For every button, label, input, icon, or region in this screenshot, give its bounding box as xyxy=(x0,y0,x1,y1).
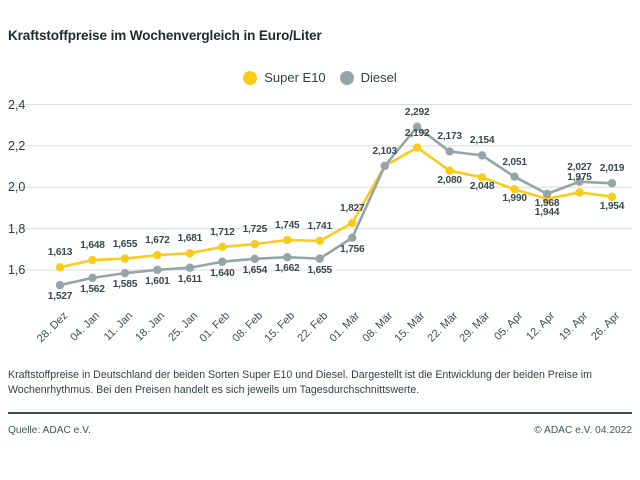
data-point-label: 1,655 xyxy=(307,264,333,276)
chart-footnote: Kraftstoffpreise in Deutschland der beid… xyxy=(8,369,592,397)
data-point[interactable] xyxy=(607,179,617,188)
data-point-label: 1,648 xyxy=(80,240,105,252)
data-point[interactable] xyxy=(412,143,422,152)
data-point-label: 1,944 xyxy=(534,206,560,218)
data-point[interactable] xyxy=(315,254,324,263)
footer-divider xyxy=(8,412,632,414)
data-point-label: 2,154 xyxy=(469,135,495,147)
data-point-label: 1,725 xyxy=(242,224,268,236)
data-point[interactable] xyxy=(510,185,519,194)
data-point[interactable] xyxy=(120,268,130,278)
data-point-label: 1,601 xyxy=(145,275,170,287)
data-point[interactable] xyxy=(607,192,617,201)
data-point-label: 1,712 xyxy=(210,226,235,238)
data-point-label: 1,640 xyxy=(210,267,235,279)
data-point-label: 1,975 xyxy=(567,172,592,184)
data-point[interactable] xyxy=(283,235,292,245)
data-point[interactable] xyxy=(120,254,130,263)
data-point-label: 1,655 xyxy=(112,238,138,250)
data-point[interactable] xyxy=(477,151,487,160)
y-axis-tick-label: 1,8 xyxy=(8,221,26,236)
data-point-label: 1,672 xyxy=(145,235,170,247)
data-point[interactable] xyxy=(153,265,162,274)
series-line xyxy=(58,125,614,287)
data-point-label: 1,562 xyxy=(80,283,105,295)
data-point-label: 2,173 xyxy=(437,131,462,143)
data-point[interactable] xyxy=(55,263,65,272)
data-point-label: 1,585 xyxy=(112,279,138,291)
legend-item-label: Super E10 xyxy=(264,70,326,85)
data-point-label: 2,051 xyxy=(502,156,527,168)
legend-swatch-icon xyxy=(243,70,258,85)
data-point[interactable] xyxy=(185,249,195,258)
data-point-label: 2,019 xyxy=(599,163,625,175)
data-point[interactable] xyxy=(575,188,584,197)
series-line xyxy=(58,146,614,269)
data-point[interactable] xyxy=(250,239,260,249)
legend-item-diesel[interactable]: Diesel xyxy=(339,70,397,85)
data-point-label: 1,527 xyxy=(47,291,73,303)
page-title: Kraftstoffpreise im Wochenvergleich in E… xyxy=(8,28,322,43)
data-point[interactable] xyxy=(445,166,454,175)
data-point-label: 1,827 xyxy=(339,203,365,215)
data-point[interactable] xyxy=(348,233,357,242)
data-point[interactable] xyxy=(55,280,65,290)
chart-legend: Super E10 Diesel xyxy=(0,70,640,85)
data-point-label: 1,613 xyxy=(47,247,73,259)
legend-item-label: Diesel xyxy=(360,70,397,85)
data-point-label: 2,027 xyxy=(567,161,592,173)
y-axis-tick-label: 2,2 xyxy=(8,138,26,153)
data-point[interactable] xyxy=(218,257,227,266)
legend-item-super-e10[interactable]: Super E10 xyxy=(243,70,326,85)
data-point-label: 1,611 xyxy=(177,273,202,285)
data-point[interactable] xyxy=(510,172,519,181)
data-point[interactable] xyxy=(445,147,454,156)
data-point[interactable] xyxy=(185,263,195,272)
data-point-label: 1,990 xyxy=(502,193,527,205)
data-point[interactable] xyxy=(575,177,584,186)
data-point-label: 2,192 xyxy=(404,127,430,139)
series-super-e10 xyxy=(55,143,617,272)
legend-swatch-icon xyxy=(339,70,354,85)
source-label: Quelle: ADAC e.V. xyxy=(8,425,91,436)
data-point[interactable] xyxy=(250,254,260,264)
data-point[interactable] xyxy=(88,255,97,265)
data-point[interactable] xyxy=(542,189,552,199)
data-point-label: 1,968 xyxy=(534,197,560,209)
data-point-label: 1,681 xyxy=(177,233,203,245)
data-point-label: 1,654 xyxy=(242,264,268,276)
data-point[interactable] xyxy=(477,173,487,182)
data-point-label: 2,292 xyxy=(404,106,430,118)
y-axis-tick-label: 2,0 xyxy=(8,180,26,195)
data-point[interactable] xyxy=(88,273,97,283)
data-point-label: 2,080 xyxy=(437,174,462,186)
y-axis-tick-label: 2,4 xyxy=(8,97,26,112)
y-axis-tick-label: 1,6 xyxy=(8,263,26,277)
data-point[interactable] xyxy=(315,236,324,246)
data-point[interactable] xyxy=(153,250,162,260)
data-point-label: 1,756 xyxy=(339,243,365,255)
data-point[interactable] xyxy=(218,242,227,252)
data-point-label: 1,745 xyxy=(275,220,300,231)
data-point[interactable] xyxy=(380,161,389,171)
data-point-label: 1,954 xyxy=(599,200,625,212)
data-point[interactable] xyxy=(283,252,292,262)
data-point-label: 1,741 xyxy=(307,220,333,232)
data-point[interactable] xyxy=(412,122,422,132)
data-point-label: 1,662 xyxy=(275,263,300,275)
data-point[interactable] xyxy=(348,218,357,228)
series-diesel xyxy=(55,122,617,290)
copyright-label: © ADAC e.V. 04.2022 xyxy=(534,425,632,436)
data-point-label: 2,103 xyxy=(372,145,397,157)
data-point-label: 2,048 xyxy=(469,181,495,193)
